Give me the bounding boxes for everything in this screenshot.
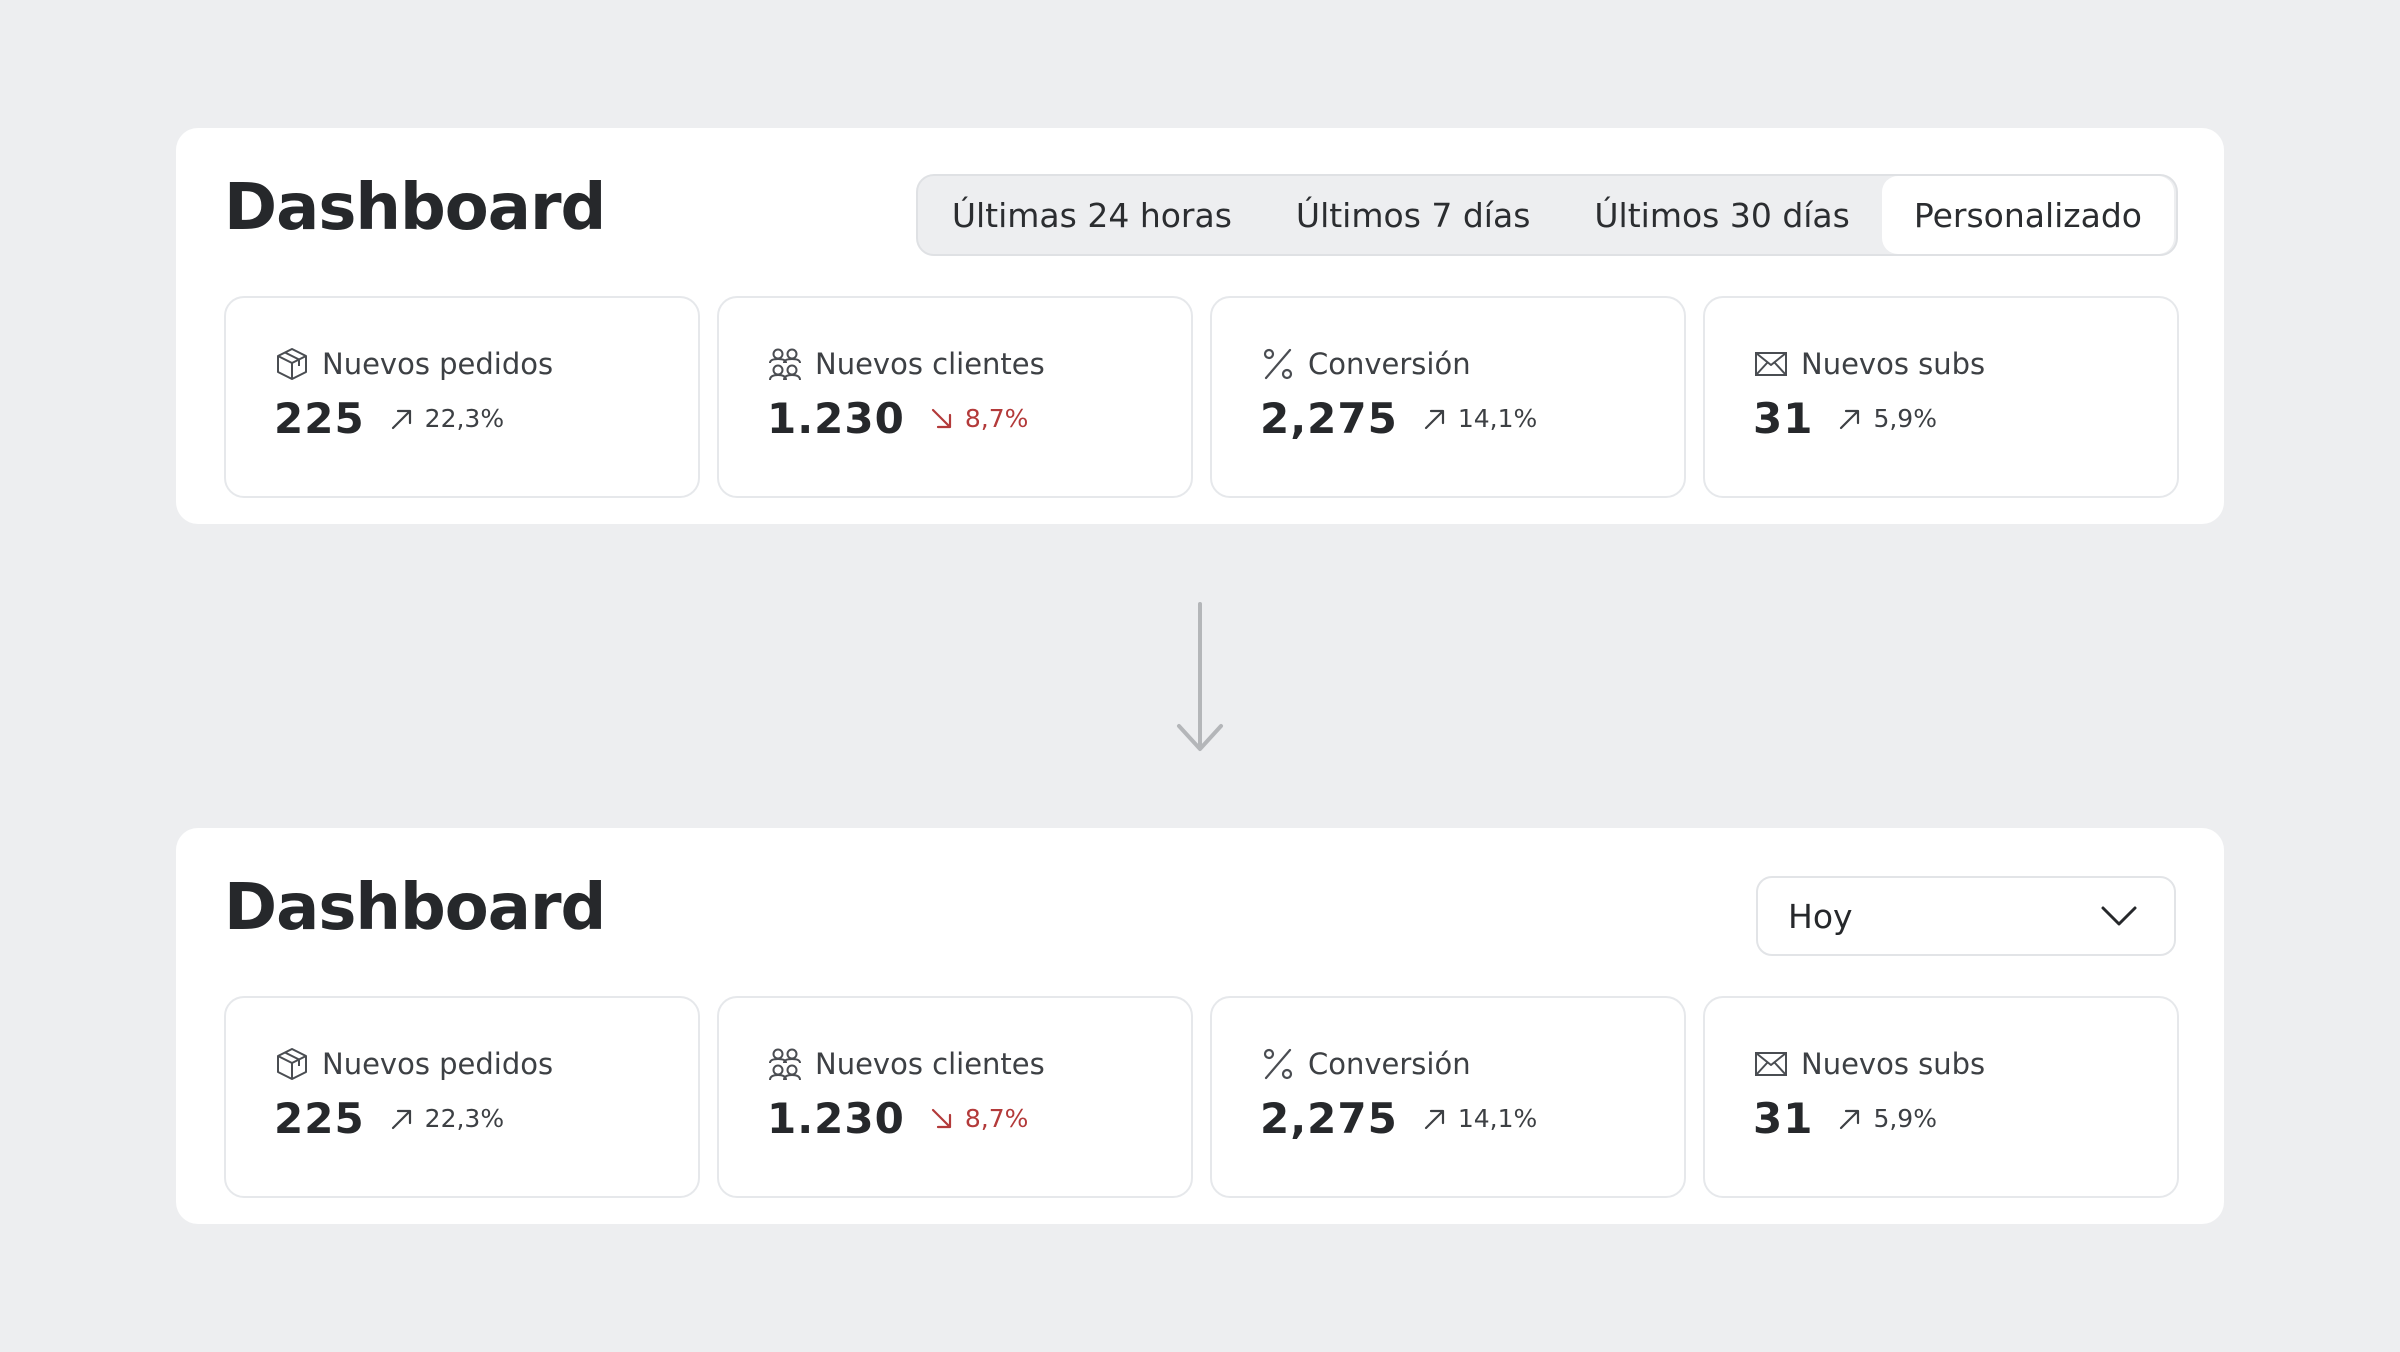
trend-up-icon (1424, 409, 1444, 429)
metric-card: Nuevos pedidos 225 22,3% (224, 296, 700, 498)
package-icon (277, 1048, 307, 1080)
range-option-30d[interactable]: Últimos 30 días (1594, 195, 1850, 235)
users-icon (769, 348, 801, 381)
metric-card: Nuevos clientes 1.230 8,7% (717, 996, 1193, 1198)
trend-up-icon (1840, 409, 1860, 429)
percent-icon (1263, 1048, 1293, 1080)
metric-header: Nuevos subs (1753, 346, 1985, 382)
metric-value: 2,275 (1260, 1094, 1398, 1143)
metric-header: Nuevos subs (1753, 1046, 1985, 1082)
users-icon (769, 1048, 801, 1081)
metric-label: Nuevos subs (1801, 1047, 1986, 1081)
metric-value-row: 2,275 14,1% (1260, 1094, 1537, 1143)
metric-change: 5,9% (1873, 1104, 1937, 1133)
metric-value-row: 31 5,9% (1753, 394, 1937, 443)
metric-value: 1.230 (767, 394, 905, 443)
range-option-custom[interactable]: Personalizado (1881, 176, 2174, 254)
trend-down-icon (931, 408, 951, 428)
metric-card: Nuevos pedidos 225 22,3% (224, 996, 700, 1198)
trend-indicator: 8,7% (929, 1104, 1029, 1133)
trend-indicator: 22,3% (389, 404, 504, 433)
metric-value-row: 225 22,3% (274, 1094, 504, 1143)
page-title: Dashboard (224, 871, 606, 945)
metric-change: 22,3% (424, 1104, 505, 1133)
metric-change: 22,3% (424, 404, 505, 433)
metric-label: Nuevos clientes (815, 347, 1045, 381)
metric-header: Nuevos pedidos (274, 1046, 553, 1082)
range-option-7d[interactable]: Últimos 7 días (1295, 195, 1531, 235)
mail-icon (1755, 352, 1787, 376)
metric-card: Nuevos subs 31 5,9% (1703, 296, 2179, 498)
page-title: Dashboard (224, 171, 606, 245)
chevron-down-icon (2101, 906, 2137, 926)
metric-card: Conversión 2,275 14,1% (1210, 296, 1686, 498)
metric-label: Nuevos subs (1801, 347, 1986, 381)
metric-header: Conversión (1260, 346, 1471, 382)
metric-change: 8,7% (964, 404, 1029, 433)
trend-indicator: 5,9% (1837, 1104, 1937, 1133)
metric-cards: Nuevos pedidos 225 22,3% Nuevos clientes 1.2… (224, 996, 2179, 1198)
date-range-select[interactable]: Hoy (1756, 876, 2176, 956)
trend-indicator: 5,9% (1837, 404, 1937, 433)
trend-down-icon (931, 1108, 951, 1128)
trend-up-icon (1840, 1109, 1860, 1129)
metric-value-row: 1.230 8,7% (767, 1094, 1028, 1143)
metric-value: 31 (1753, 1094, 1814, 1143)
metric-value-row: 2,275 14,1% (1260, 394, 1537, 443)
metric-card: Nuevos clientes 1.230 8,7% (717, 296, 1193, 498)
metric-header: Nuevos pedidos (274, 346, 553, 382)
metric-label: Conversión (1308, 347, 1471, 381)
metric-value: 1.230 (767, 1094, 905, 1143)
trend-indicator: 22,3% (389, 1104, 504, 1133)
package-icon (277, 348, 307, 380)
metric-label: Conversión (1308, 1047, 1471, 1081)
metric-value-row: 225 22,3% (274, 394, 504, 443)
metric-value: 225 (274, 1094, 365, 1143)
metric-value-row: 31 5,9% (1753, 1094, 1937, 1143)
metric-label: Nuevos clientes (815, 1047, 1045, 1081)
trend-up-icon (391, 1109, 411, 1129)
trend-up-icon (1424, 1109, 1444, 1129)
mail-icon (1755, 1052, 1787, 1076)
trend-indicator: 8,7% (929, 404, 1029, 433)
metric-change: 5,9% (1873, 404, 1937, 433)
metric-change: 8,7% (964, 1104, 1029, 1133)
dashboard-panel-bottom: Dashboard Hoy Nuevos pedidos 225 22,3% Nuev… (176, 828, 2224, 1224)
metric-label: Nuevos pedidos (322, 347, 554, 381)
metric-card: Nuevos subs 31 5,9% (1703, 996, 2179, 1198)
percent-icon (1263, 348, 1293, 380)
select-value: Hoy (1788, 896, 1853, 936)
metric-value: 2,275 (1260, 394, 1398, 443)
date-range-segmented-control: Últimas 24 horas Últimos 7 días Últimos … (915, 174, 2178, 256)
trend-indicator: 14,1% (1422, 404, 1537, 433)
metric-value: 31 (1753, 394, 1814, 443)
metric-card: Conversión 2,275 14,1% (1210, 996, 1686, 1198)
metric-header: Conversión (1260, 1046, 1471, 1082)
metric-header: Nuevos clientes (767, 1046, 1045, 1082)
metric-cards: Nuevos pedidos 225 22,3% Nuevos clientes 1.2… (224, 296, 2179, 498)
trend-up-icon (391, 409, 411, 429)
dashboard-panel-top: Dashboard Últimas 24 horas Últimos 7 día… (176, 128, 2224, 524)
metric-label: Nuevos pedidos (322, 1047, 554, 1081)
metric-change: 14,1% (1457, 404, 1538, 433)
metric-change: 14,1% (1457, 1104, 1538, 1133)
metric-header: Nuevos clientes (767, 346, 1045, 382)
metric-value: 225 (274, 394, 365, 443)
arrow-down-icon (1177, 602, 1223, 751)
range-option-24h[interactable]: Últimas 24 horas (951, 195, 1232, 235)
metric-value-row: 1.230 8,7% (767, 394, 1028, 443)
trend-indicator: 14,1% (1422, 1104, 1537, 1133)
